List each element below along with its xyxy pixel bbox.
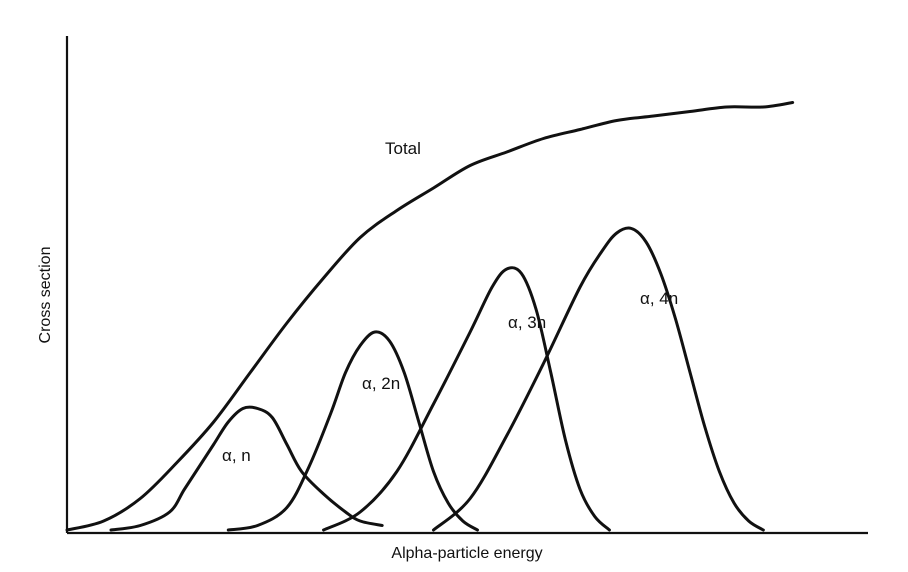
series-line-alpha-4n [432,226,765,532]
series-label-alpha-2n: α, 2n [362,374,400,393]
series-line-alpha-3n [322,266,611,532]
series-label-total: Total [385,139,421,158]
series-layer [65,101,795,532]
series-label-alpha-3n: α, 3n [508,313,546,332]
series-label-alpha-n: α, n [222,446,251,465]
x-axis-label: Alpha-particle energy [391,545,542,562]
series-line-alpha-n [109,405,384,532]
series-label-alpha-4n: α, 4n [640,289,678,308]
y-axis-label: Cross section [37,247,54,344]
series-line-alpha-2n [226,330,479,532]
series-line-total [65,101,795,532]
curve-label-layer: Total α, n α, 2n α, 3n α, 4n [222,139,678,465]
